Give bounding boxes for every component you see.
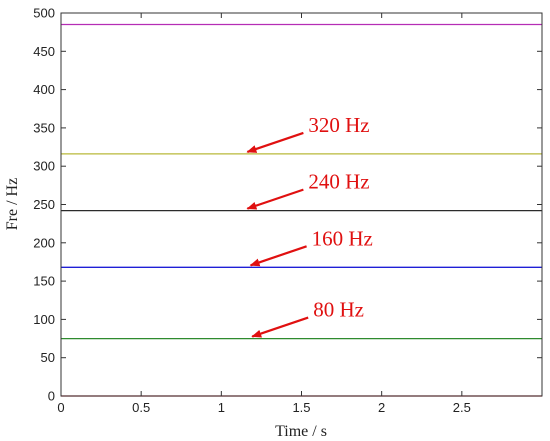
y-tick-label: 200 [33, 235, 55, 250]
y-tick-label: 50 [41, 350, 55, 365]
x-tick-label: 0 [57, 400, 64, 415]
y-tick-label: 500 [33, 6, 55, 21]
annotation-label-1: 240 Hz [308, 170, 369, 194]
annotation-arrow-0 [246, 131, 304, 153]
x-axis-title: Time / s [275, 423, 327, 440]
annotation-arrow-2 [249, 245, 307, 267]
annotation-arrow-3 [251, 316, 309, 338]
annotation-label-2: 160 Hz [312, 226, 373, 250]
annotation-layer: 320 Hz 240 Hz 160 Hz 80 Hz [246, 113, 373, 338]
y-tick-label: 0 [48, 389, 55, 404]
series-layer [61, 23, 542, 397]
y-tick-label: 150 [33, 274, 55, 289]
x-tick-label: 1 [218, 400, 225, 415]
y-tick-label: 300 [33, 159, 55, 174]
y-tick-label: 400 [33, 82, 55, 97]
y-tick-label: 350 [33, 120, 55, 135]
x-tick-label: 1.5 [292, 400, 310, 415]
ticks-layer: 0 0.5 1 1.5 2 2.5 0 50 100 150 200 250 300 350 400 450 5… [33, 6, 542, 415]
annotation-label-0: 320 Hz [308, 113, 369, 137]
x-tick-label: 0.5 [132, 400, 150, 415]
y-tick-label: 100 [33, 312, 55, 327]
annotation-label-3: 80 Hz [313, 298, 364, 322]
x-tick-label: 2.5 [453, 400, 471, 415]
x-tick-label: 2 [378, 400, 385, 415]
annotation-arrow-1 [246, 188, 304, 210]
y-tick-label: 450 [33, 44, 55, 59]
y-axis-title: Fre / Hz [4, 178, 21, 230]
y-tick-label: 250 [33, 197, 55, 212]
